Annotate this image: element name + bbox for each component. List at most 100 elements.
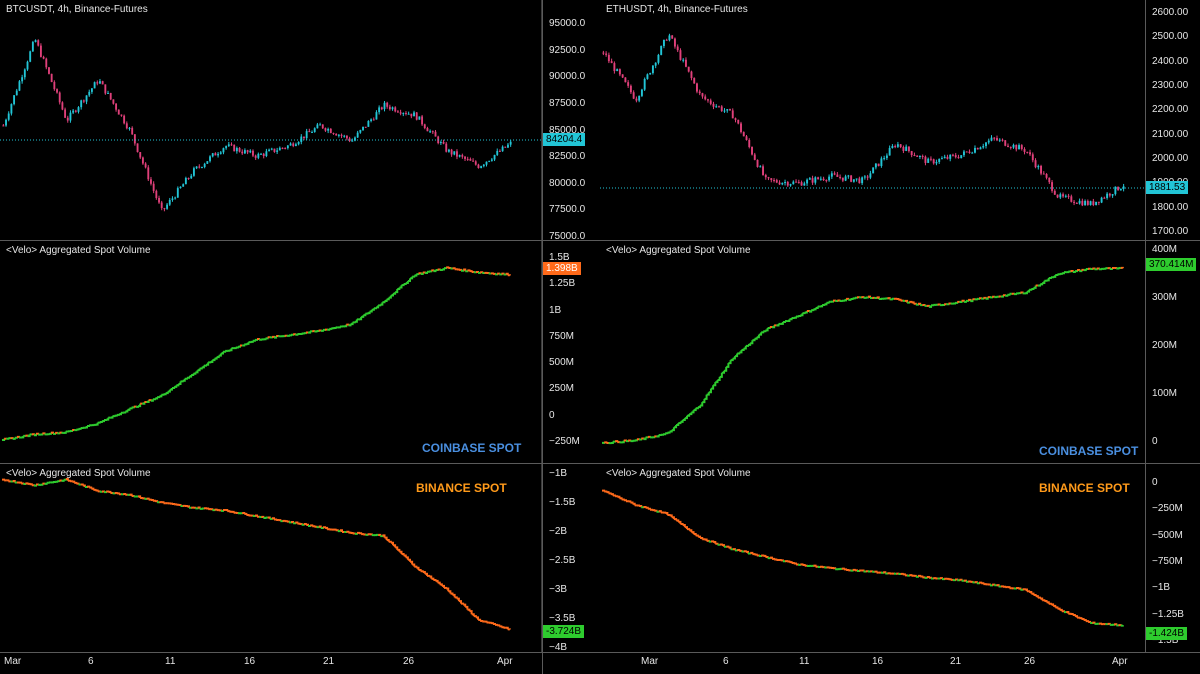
cvd-step xyxy=(793,316,797,319)
candle-body xyxy=(39,45,42,57)
cvd-step xyxy=(91,487,95,490)
cvd-step xyxy=(702,398,706,404)
btc-coinbase-axis[interactable]: 1.5B 1.25B 1B 750M 500M 250M 0 −250M 1.398B xyxy=(543,241,600,463)
candle-body xyxy=(1081,200,1084,206)
cvd-step xyxy=(303,332,307,335)
cvd-step xyxy=(414,565,418,568)
cvd-step xyxy=(630,501,634,504)
candle-body xyxy=(270,148,273,150)
candle-body xyxy=(104,84,107,94)
axis-tick: 2000.00 xyxy=(1152,153,1189,164)
cvd-step xyxy=(652,436,656,439)
candle-body xyxy=(5,119,7,126)
candle-body xyxy=(718,106,720,108)
cvd-step xyxy=(1026,289,1031,293)
btc-price-pane[interactable]: BTCUSDT, 4h, Binance-Futures xyxy=(0,0,541,240)
candle-body xyxy=(421,116,424,125)
cvd-step xyxy=(926,576,930,579)
candle-body xyxy=(737,119,740,124)
eth-price-axis[interactable]: 2600.00 2500.00 2400.00 2300.00 2200.00 2100.… xyxy=(1146,0,1200,240)
candle-body xyxy=(1023,149,1026,152)
cvd-step xyxy=(928,305,933,308)
cvd-step xyxy=(1033,285,1037,289)
candle-body xyxy=(1064,195,1067,197)
btc-binance-axis[interactable]: −1B −1.5B −2B −2.5B −3B −3.5B −4B -3.724B xyxy=(543,464,600,653)
cvd-step xyxy=(95,489,99,492)
cvd-step xyxy=(721,370,726,374)
cvd-step xyxy=(924,576,928,579)
btc-price-axis[interactable]: 95000.0 92500.0 90000.0 87500.0 85000.0 82500… xyxy=(543,0,600,242)
candle-body xyxy=(1001,139,1004,141)
last-value-badge: 1881.53 xyxy=(1146,181,1189,194)
candle-body xyxy=(1012,144,1015,148)
cvd-step xyxy=(220,351,224,355)
cvd-step xyxy=(359,316,363,321)
cvd-step xyxy=(12,437,16,440)
axis-tick: −1.5B xyxy=(549,497,576,508)
candle-body xyxy=(329,128,332,134)
candle-body xyxy=(490,159,493,161)
cvd-step xyxy=(1072,270,1076,273)
candle-body xyxy=(348,138,351,141)
candle-body xyxy=(1007,145,1009,147)
cvd-step xyxy=(1116,267,1120,270)
cvd-step xyxy=(397,548,401,552)
eth-coinbase-axis[interactable]: 400M 300M 200M 100M 0 370.414M xyxy=(1146,241,1200,463)
candle-body xyxy=(426,128,429,132)
candle-body xyxy=(963,151,965,156)
cvd-step xyxy=(195,370,199,374)
cvd-step xyxy=(471,613,475,617)
eth-binance-pane[interactable]: <Velo> Aggregated Spot Volume BINANCE SP… xyxy=(600,464,1145,652)
candle-body xyxy=(863,176,866,178)
cvd-step xyxy=(337,530,341,533)
cvd-step xyxy=(401,284,405,287)
candle-body xyxy=(466,158,469,160)
cvd-step xyxy=(813,564,817,567)
axis-tick: 300M xyxy=(1152,292,1178,303)
cvd-step xyxy=(10,480,14,483)
eth-binance-axis[interactable]: 0 −250M −500M −750M −1B −1.25B −1.5B -1.424B xyxy=(1146,464,1200,652)
candle-body xyxy=(1095,201,1098,206)
eth-price-pane[interactable]: ETHUSDT, 4h, Binance-Futures xyxy=(600,0,1145,240)
candle-body xyxy=(825,180,828,182)
candle-body xyxy=(679,50,682,60)
cvd-step xyxy=(155,500,159,503)
btc-binance-pane[interactable]: <Velo> Aggregated Spot Volume BINANCE SP… xyxy=(0,464,541,652)
candle-body xyxy=(222,148,225,153)
cvd-step xyxy=(416,566,420,571)
cvd-step xyxy=(804,311,808,314)
candle-body xyxy=(115,103,118,110)
cvd-step xyxy=(669,514,673,518)
candle-body xyxy=(123,115,126,124)
cvd-step xyxy=(363,313,367,317)
cvd-step xyxy=(301,523,305,526)
candle-body xyxy=(1073,201,1076,203)
cvd-step xyxy=(114,414,118,417)
cvd-step xyxy=(395,288,399,294)
cvd-step xyxy=(97,421,101,424)
cvd-step xyxy=(854,569,858,572)
candle-body xyxy=(319,124,322,126)
cvd-step xyxy=(395,546,399,550)
cvd-step xyxy=(418,569,422,572)
btc-coinbase-pane[interactable]: <Velo> Aggregated Spot Volume COINBASE S… xyxy=(0,241,541,463)
candle-body xyxy=(676,46,679,51)
cvd-step xyxy=(937,303,941,306)
cvd-step xyxy=(410,276,414,280)
cvd-step xyxy=(189,374,193,378)
candle-body xyxy=(313,128,316,133)
cvd-step xyxy=(676,423,680,427)
cvd-step xyxy=(55,480,59,483)
cvd-step xyxy=(996,584,1000,587)
cvd-step xyxy=(734,353,739,358)
candle-body xyxy=(394,107,397,112)
cvd-step xyxy=(25,434,29,437)
eth-coinbase-pane[interactable]: <Velo> Aggregated Spot Volume COINBASE S… xyxy=(600,241,1145,463)
cvd-step xyxy=(765,328,769,332)
candle-body xyxy=(742,132,745,137)
candle-body xyxy=(238,147,241,152)
candle-body xyxy=(932,159,935,164)
candle-body xyxy=(64,109,67,118)
candle-body xyxy=(133,134,136,144)
cvd-step xyxy=(1061,272,1065,275)
